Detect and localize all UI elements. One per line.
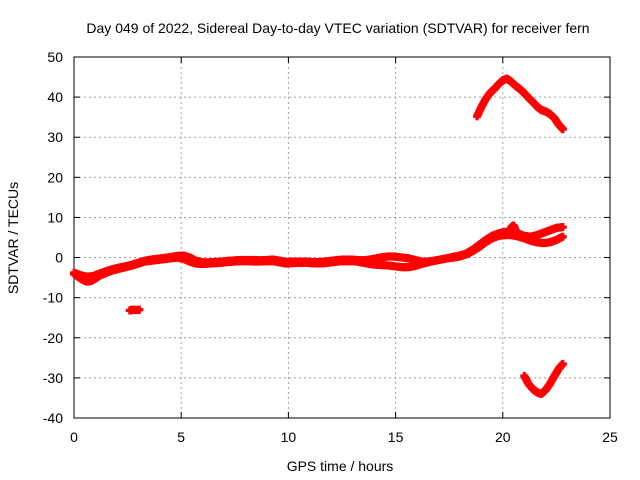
x-tick-label: 15: [388, 429, 404, 445]
y-tick-label: 10: [47, 209, 63, 225]
y-tick-label: -40: [43, 410, 63, 426]
chart-title: Day 049 of 2022, Sidereal Day-to-day VTE…: [86, 20, 589, 36]
plot-frame: [73, 56, 611, 419]
x-tick-label: 20: [495, 429, 511, 445]
x-axis-label: GPS time / hours: [287, 458, 394, 474]
data-point: [561, 232, 565, 241]
data-series: [505, 221, 520, 238]
data-series: [520, 359, 567, 398]
y-tick-label: 0: [55, 250, 63, 266]
data-series: [70, 223, 567, 281]
data-point: [137, 305, 141, 314]
data-point: [561, 223, 565, 232]
y-tick-label: -30: [43, 370, 63, 386]
y-tick-label: -10: [43, 290, 63, 306]
y-tick-label: -20: [43, 330, 63, 346]
x-axis: 0 5 10 15 20 25: [70, 57, 618, 445]
y-tick-label: 30: [47, 129, 63, 145]
grid-lines: [74, 57, 610, 418]
y-axis-label: SDTVAR / TECUs: [5, 182, 21, 294]
y-tick-label: 50: [47, 49, 63, 65]
y-axis: -40 -30 -20 -10 0 10 20 30 40 50: [43, 49, 610, 426]
y-tick-label: 40: [47, 89, 63, 105]
data-point: [514, 226, 518, 235]
data-point: [561, 359, 565, 368]
data-series: [473, 74, 567, 134]
data-point: [561, 125, 565, 134]
x-tick-label: 0: [70, 429, 78, 445]
data-points: [70, 74, 567, 398]
y-tick-label: 20: [47, 169, 63, 185]
x-tick-label: 10: [281, 429, 297, 445]
x-tick-label: 5: [177, 429, 185, 445]
x-tick-label: 25: [602, 429, 618, 445]
data-series: [125, 305, 144, 315]
